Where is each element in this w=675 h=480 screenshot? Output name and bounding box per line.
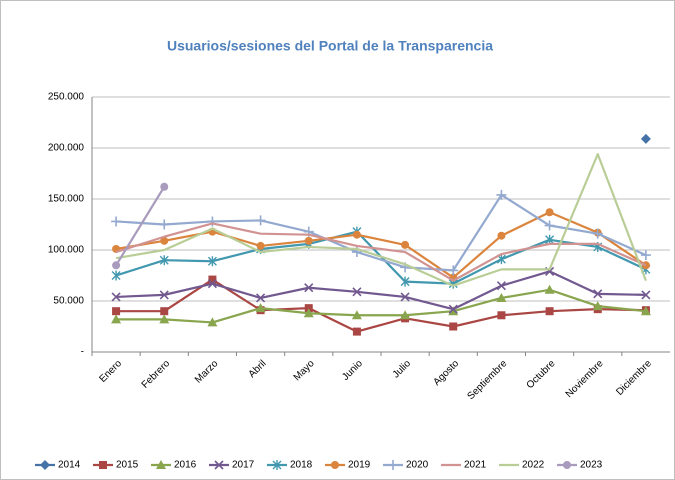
data-point [208, 275, 217, 284]
legend-label: 2023 [580, 460, 603, 471]
series-line [115, 186, 166, 266]
data-point [304, 236, 313, 245]
legend-label: 2018 [290, 460, 313, 471]
data-point [448, 265, 459, 276]
data-point [160, 307, 169, 316]
data-point [207, 256, 217, 267]
legend-marker [99, 461, 107, 469]
data-point [255, 303, 266, 313]
data-point [640, 133, 651, 144]
data-point [449, 322, 458, 331]
data-point [497, 311, 506, 320]
data-point [593, 289, 603, 299]
series-line [115, 153, 647, 287]
data-point [448, 304, 458, 314]
data-point [400, 310, 411, 320]
legend-label: 2017 [232, 460, 255, 471]
data-point [496, 189, 507, 200]
data-point [303, 308, 314, 318]
data-point [448, 306, 459, 316]
data-point [545, 307, 554, 316]
data-point [640, 250, 651, 261]
data-point [304, 304, 313, 313]
y-tick-label: 250.000 [48, 92, 85, 103]
series-line [116, 270, 646, 311]
data-point [544, 220, 555, 231]
data-point [401, 240, 410, 249]
data-point [641, 290, 651, 300]
data-point [255, 215, 266, 226]
legend-label: 2020 [406, 460, 429, 471]
data-point [304, 283, 314, 293]
data-point [400, 292, 410, 302]
data-point [160, 236, 169, 245]
data-point [159, 290, 169, 300]
data-point [111, 270, 121, 281]
series-line [115, 222, 647, 282]
data-point [160, 182, 169, 191]
data-point [496, 292, 507, 302]
data-point [256, 293, 266, 303]
data-point [640, 306, 651, 316]
legend-marker [156, 460, 166, 469]
data-point [592, 301, 603, 311]
data-point [544, 284, 555, 294]
data-point [207, 317, 218, 327]
data-point [352, 287, 362, 297]
legend-marker [214, 460, 224, 470]
data-point [256, 241, 265, 250]
data-point [400, 276, 410, 287]
y-tick-label: 200.000 [48, 143, 85, 154]
y-tick-label: - [81, 347, 84, 358]
data-point [111, 216, 122, 227]
data-point [111, 292, 121, 302]
data-point [351, 310, 362, 320]
data-point [207, 279, 217, 289]
y-tick-label: 50.000 [53, 296, 84, 307]
data-point [112, 261, 121, 270]
data-point [497, 231, 506, 240]
legend-label: 2019 [348, 460, 371, 471]
data-point [111, 314, 122, 324]
data-point [496, 281, 506, 291]
legend-label: 2021 [464, 460, 487, 471]
legend-marker [563, 461, 571, 469]
data-point [352, 327, 361, 336]
legend-marker [388, 460, 398, 470]
series-line [116, 288, 647, 324]
data-point [207, 216, 218, 227]
legend-label: 2015 [116, 460, 139, 471]
y-tick-label: 150.000 [48, 194, 85, 205]
legend-label: 2022 [522, 460, 545, 471]
data-point [352, 230, 361, 239]
series-line [116, 193, 647, 272]
data-point [159, 219, 170, 230]
data-point [592, 228, 603, 239]
chart-title: Usuarios/sesiones del Portal de la Trans… [167, 38, 493, 54]
data-point [159, 255, 169, 266]
data-point [112, 307, 121, 316]
legend-marker [40, 460, 50, 470]
data-point [545, 208, 554, 217]
legend-marker [331, 461, 339, 469]
legend-marker [272, 460, 282, 470]
y-tick-label: 100.000 [48, 245, 85, 256]
legend-label: 2014 [58, 460, 81, 471]
legend-label: 2016 [174, 460, 197, 471]
data-point [159, 314, 170, 324]
